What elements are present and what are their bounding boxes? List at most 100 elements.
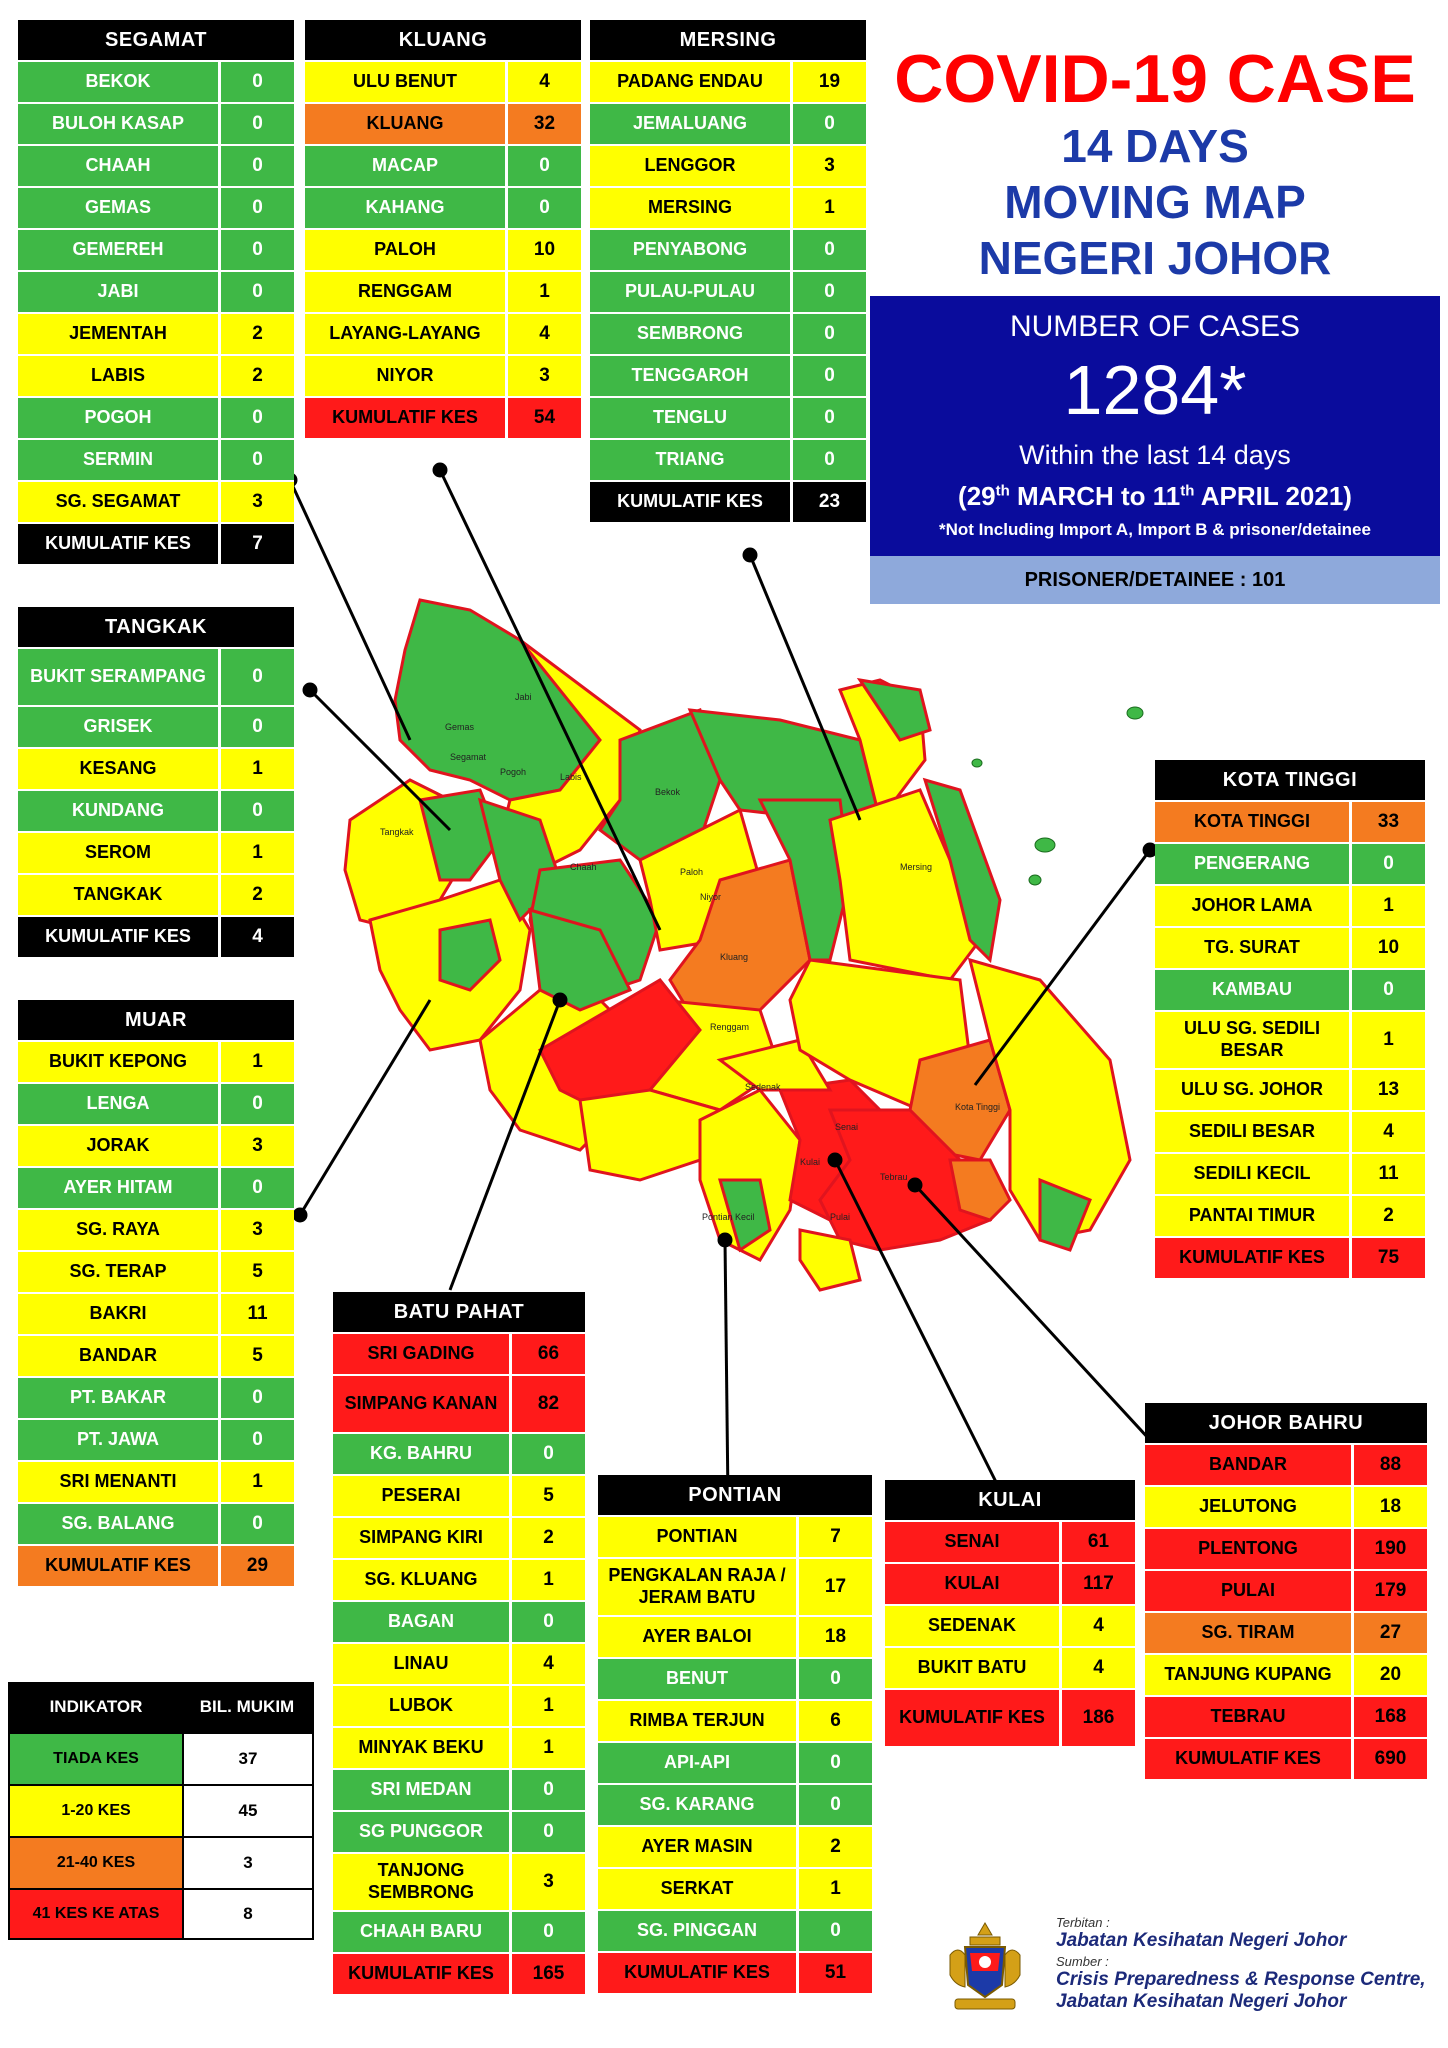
mukim-name: TENGGAROH — [590, 356, 790, 396]
map-region-jorak[interactable] — [438, 918, 502, 992]
mukim-case-count: 1 — [1349, 886, 1425, 926]
mukim-row: SRI MENANTI 1 — [18, 1460, 294, 1502]
cases-note: *Not Including Import A, Import B & pris… — [939, 520, 1371, 539]
map-region-pontian[interactable] — [698, 1088, 802, 1262]
mukim-name: PT. BAKAR — [18, 1378, 218, 1418]
district-header: MERSING — [590, 20, 866, 60]
mukim-name: GEMAS — [18, 188, 218, 228]
mukim-name: JEMALUANG — [590, 104, 790, 144]
mukim-case-count: 0 — [218, 1378, 294, 1418]
mukim-case-count: 7 — [796, 1517, 872, 1557]
mukim-case-count: 33 — [1349, 802, 1425, 842]
mukim-name: SG. RAYA — [18, 1210, 218, 1250]
mukim-name: TANGKAK — [18, 875, 218, 915]
mukim-name: KLUANG — [305, 104, 505, 144]
mukim-case-count: 0 — [218, 649, 294, 705]
map-label-jabi: Jabi — [515, 692, 532, 702]
map-region-pontian-green[interactable] — [718, 1178, 772, 1253]
mukim-row: SEMBRONG 0 — [590, 312, 866, 354]
mukim-row: LINAU 4 — [333, 1642, 585, 1684]
mukim-name: MACAP — [305, 146, 505, 186]
map-labels: Segamat Gemas Jabi Pogoh Labis Bekok Cha… — [380, 692, 1000, 1222]
mukim-name: SEDILI BESAR — [1155, 1112, 1349, 1152]
mukim-case-count: 4 — [218, 917, 294, 957]
mukim-row: SG. BALANG 0 — [18, 1502, 294, 1544]
map-region-penyabong[interactable] — [856, 677, 932, 742]
mukim-name: CHAAH — [18, 146, 218, 186]
mukim-case-count: 0 — [796, 1659, 872, 1699]
mukim-row: LAYANG-LAYANG 4 — [305, 312, 581, 354]
mukim-case-count: 0 — [218, 272, 294, 312]
mukim-case-count: 32 — [505, 104, 581, 144]
map-region-pengerang[interactable] — [1038, 1177, 1092, 1252]
mukim-name: BAGAN — [333, 1602, 509, 1642]
cumulative-row: KUMULATIF KES 690 — [1145, 1737, 1427, 1779]
sumber-line-1: Crisis Preparedness & Response Centre, — [1056, 1969, 1426, 1990]
mukim-row: TG. SURAT 10 — [1155, 926, 1425, 968]
map-label-segamat: Segamat — [450, 752, 487, 762]
mukim-row: SIMPANG KIRI 2 — [333, 1516, 585, 1558]
map-region-kahang[interactable] — [757, 798, 852, 962]
mukim-row: JOHOR LAMA 1 — [1155, 884, 1425, 926]
mukim-row: ULU BENUT 4 — [305, 60, 581, 102]
mukim-row: BANDAR 88 — [1145, 1443, 1427, 1485]
mukim-case-count: 0 — [505, 146, 581, 186]
mukim-case-count: 2 — [509, 1518, 585, 1558]
map-region-mersing-south[interactable] — [828, 788, 982, 982]
mukim-case-count: 0 — [796, 1743, 872, 1783]
mukim-case-count: 51 — [796, 1953, 872, 1993]
mukim-case-count: 4 — [1059, 1606, 1135, 1646]
mukim-name: SERKAT — [598, 1869, 796, 1909]
mukim-name: LABIS — [18, 356, 218, 396]
mukim-case-count: 3 — [505, 356, 581, 396]
map-regions — [343, 598, 1132, 1292]
mukim-case-count: 1 — [218, 1462, 294, 1502]
mukim-case-count: 29 — [218, 1546, 294, 1586]
mukim-name: TEBRAU — [1145, 1697, 1351, 1737]
mukim-row: SG. RAYA 3 — [18, 1208, 294, 1250]
mukim-name: AYER BALOI — [598, 1617, 796, 1657]
map-region-sg-tiram[interactable] — [948, 1158, 1012, 1222]
mukim-name: SG. KARANG — [598, 1785, 796, 1825]
map-label-senai: Senai — [835, 1122, 858, 1132]
mukim-case-count: 3 — [218, 482, 294, 522]
mukim-row: MACAP 0 — [305, 144, 581, 186]
mukim-case-count: 190 — [1351, 1529, 1427, 1569]
islands — [971, 706, 1144, 886]
mukim-row: KULAI 117 — [885, 1562, 1135, 1604]
mukim-name: BUKIT BATU — [885, 1648, 1059, 1688]
mukim-name: KULAI — [885, 1564, 1059, 1604]
mukim-case-count: 0 — [218, 62, 294, 102]
mukim-case-count: 0 — [509, 1812, 585, 1852]
mukim-row: SEDENAK 4 — [885, 1604, 1135, 1646]
cases-period: (29th MARCH to 11th APRIL 2021) — [870, 481, 1440, 512]
mukim-row: KESANG 1 — [18, 747, 294, 789]
legend-header-indicator: INDIKATOR — [49, 1697, 143, 1716]
mukim-name: GRISEK — [18, 707, 218, 747]
legend-row: 1-20 KES 45 — [10, 1784, 312, 1836]
mukim-row: ULU SG. JOHOR 13 — [1155, 1068, 1425, 1110]
period-open: (29 — [958, 481, 996, 511]
mukim-case-count: 18 — [1351, 1487, 1427, 1527]
mukim-name: BANDAR — [1145, 1445, 1351, 1485]
mukim-case-count: 0 — [218, 791, 294, 831]
mukim-name: SRI MEDAN — [333, 1770, 509, 1810]
map-region-sri-medan[interactable] — [528, 907, 633, 1012]
johor-coat-of-arms-icon — [949, 1922, 1021, 2010]
mukim-case-count: 1 — [790, 188, 866, 228]
terbitan-value: Jabatan Kesihatan Negeri Johor — [1056, 1930, 1347, 1951]
map-label-kulai: Kulai — [800, 1157, 820, 1167]
mukim-case-count: 2 — [218, 356, 294, 396]
mukim-name: SG PUNGGOR — [333, 1812, 509, 1852]
map-region-grisek[interactable] — [418, 788, 502, 882]
map-region-tanjung-kupang[interactable] — [798, 1228, 862, 1292]
mukim-row: CHAAH 0 — [18, 144, 294, 186]
mukim-case-count: 23 — [790, 482, 866, 522]
mukim-name: BUKIT KEPONG — [18, 1042, 218, 1082]
map-region-jemaluang[interactable] — [922, 777, 1002, 964]
mukim-row: KOTA TINGGI 33 — [1155, 800, 1425, 842]
mukim-row: SG. TIRAM 27 — [1145, 1611, 1427, 1653]
mukim-name: SEDILI KECIL — [1155, 1154, 1349, 1194]
mukim-name: ULU SG. JOHOR — [1155, 1070, 1349, 1110]
mukim-name: RENGGAM — [305, 272, 505, 312]
